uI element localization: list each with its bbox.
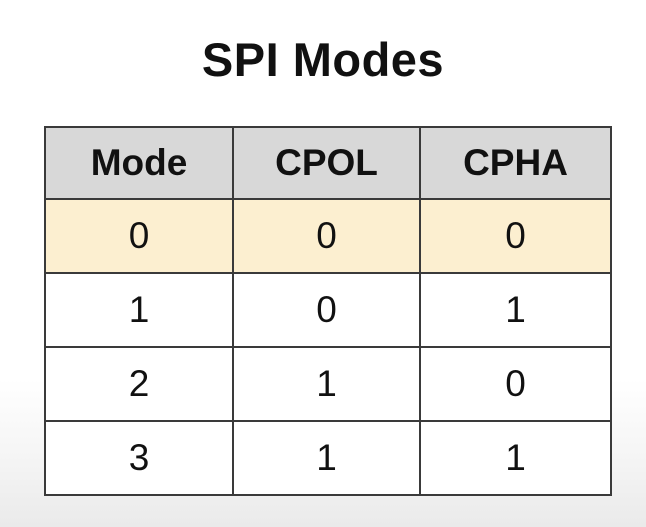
spi-modes-table: Mode CPOL CPHA 0 0 0 1 0 1 2 1 0 3 1 1 <box>44 126 612 496</box>
table-row: 1 0 1 <box>44 272 612 348</box>
cpol-cell: 1 <box>232 420 421 496</box>
cpol-cell: 0 <box>232 198 421 274</box>
table-header-row: Mode CPOL CPHA <box>44 126 612 200</box>
cpha-cell: 0 <box>419 346 612 422</box>
table-row: 2 1 0 <box>44 346 612 422</box>
column-header-cpha: CPHA <box>419 126 612 200</box>
cpha-cell: 0 <box>419 198 612 274</box>
cpha-cell: 1 <box>419 272 612 348</box>
page-title: SPI Modes <box>201 33 445 86</box>
table-row: 0 0 0 <box>44 198 612 274</box>
cpha-cell: 1 <box>419 420 612 496</box>
mode-cell: 1 <box>44 272 234 348</box>
cpol-cell: 0 <box>232 272 421 348</box>
mode-cell: 3 <box>44 420 234 496</box>
column-header-mode: Mode <box>44 126 234 200</box>
column-header-cpol: CPOL <box>232 126 421 200</box>
cpol-cell: 1 <box>232 346 421 422</box>
mode-cell: 2 <box>44 346 234 422</box>
mode-cell: 0 <box>44 198 234 274</box>
table-row: 3 1 1 <box>44 420 612 496</box>
